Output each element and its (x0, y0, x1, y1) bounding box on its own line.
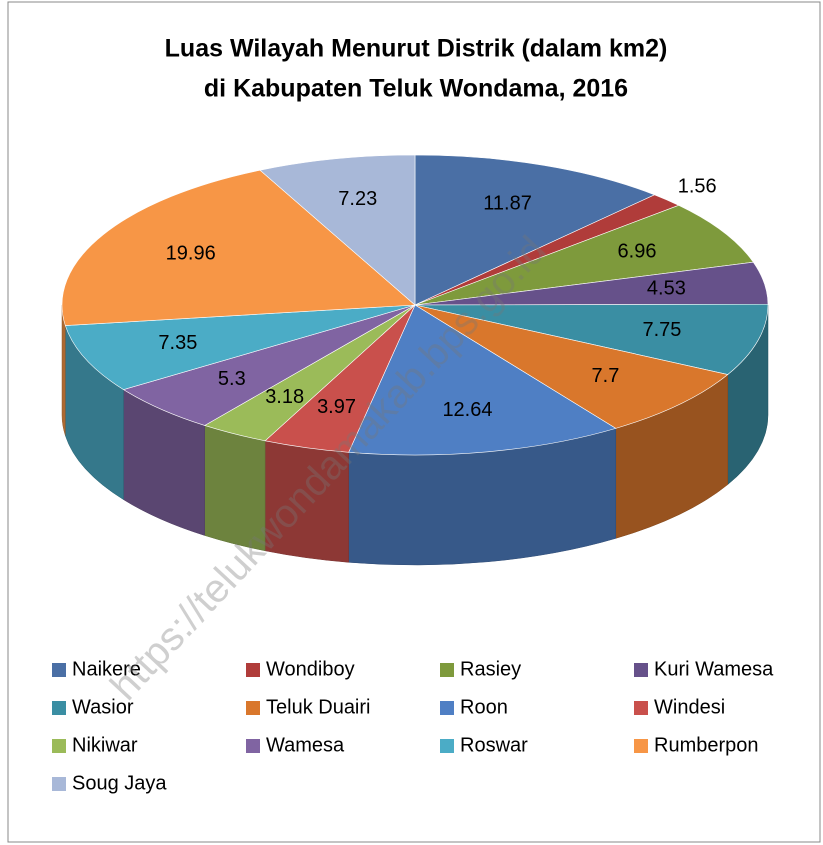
legend-label: Rasiey (460, 658, 521, 680)
legend-label: Teluk Duairi (266, 696, 370, 718)
pie-slice (348, 304, 617, 456)
value-label: 4.53 (647, 277, 686, 299)
legend-swatch (52, 663, 66, 677)
legend-label: Kuri Wamesa (654, 658, 774, 680)
legend-label: Rumberpon (654, 734, 759, 756)
legend-label: Nikiwar (72, 734, 138, 756)
value-label: 3.18 (265, 386, 304, 408)
chart-title: di Kabupaten Teluk Wondama, 2016 (204, 75, 628, 103)
value-label: 5.3 (218, 368, 246, 390)
pie-slice (259, 154, 416, 306)
legend-swatch (634, 663, 648, 677)
value-label: 6.96 (618, 241, 657, 263)
legend-label: Wondiboy (266, 658, 355, 680)
pie-slice (414, 304, 729, 429)
value-label: 7.35 (158, 332, 197, 354)
legend-swatch (246, 663, 260, 677)
legend-swatch (246, 701, 260, 715)
legend-swatch (52, 701, 66, 715)
legend-swatch (440, 701, 454, 715)
value-label: 7.7 (592, 365, 620, 387)
legend-label: Roon (460, 696, 508, 718)
legend-label: Naikere (72, 658, 141, 680)
legend-label: Windesi (654, 696, 725, 718)
legend-swatch (634, 739, 648, 753)
value-labels: 11.87 1.56 6.96 4.53 7.75 7.7 12.64 3.97 3.18 5.3… (158, 176, 716, 421)
pie-slice (414, 303, 769, 375)
legend-label: Wasior (72, 696, 134, 718)
legend-swatch (440, 739, 454, 753)
value-label: 3.97 (317, 396, 356, 418)
value-label: 1.56 (678, 176, 717, 198)
legend-swatch (52, 739, 66, 753)
value-label: 12.64 (442, 399, 492, 421)
legend-swatch (246, 739, 260, 753)
legend: Naikere Wondiboy Rasiey Kuri Wamesa Wasior Te… (52, 658, 774, 794)
legend-swatch (440, 663, 454, 677)
pie-slice (61, 169, 416, 326)
legend-label: Roswar (460, 734, 528, 756)
pie-slice (414, 154, 656, 306)
legend-label: Wamesa (266, 734, 345, 756)
legend-label: Soug Jaya (72, 772, 167, 794)
pie-tops (61, 154, 769, 456)
legend-swatch (52, 777, 66, 791)
value-label: 11.87 (483, 193, 532, 215)
value-label: 7.23 (338, 188, 377, 210)
value-label: 7.75 (643, 319, 682, 341)
pie-slice (64, 304, 416, 390)
chart-title: Luas Wilayah Menurut Distrik (dalam km2) (165, 35, 668, 63)
legend-swatch (634, 701, 648, 715)
value-label: 19.96 (166, 243, 216, 265)
pie-walls (61, 304, 769, 566)
pie-slice (414, 204, 754, 306)
